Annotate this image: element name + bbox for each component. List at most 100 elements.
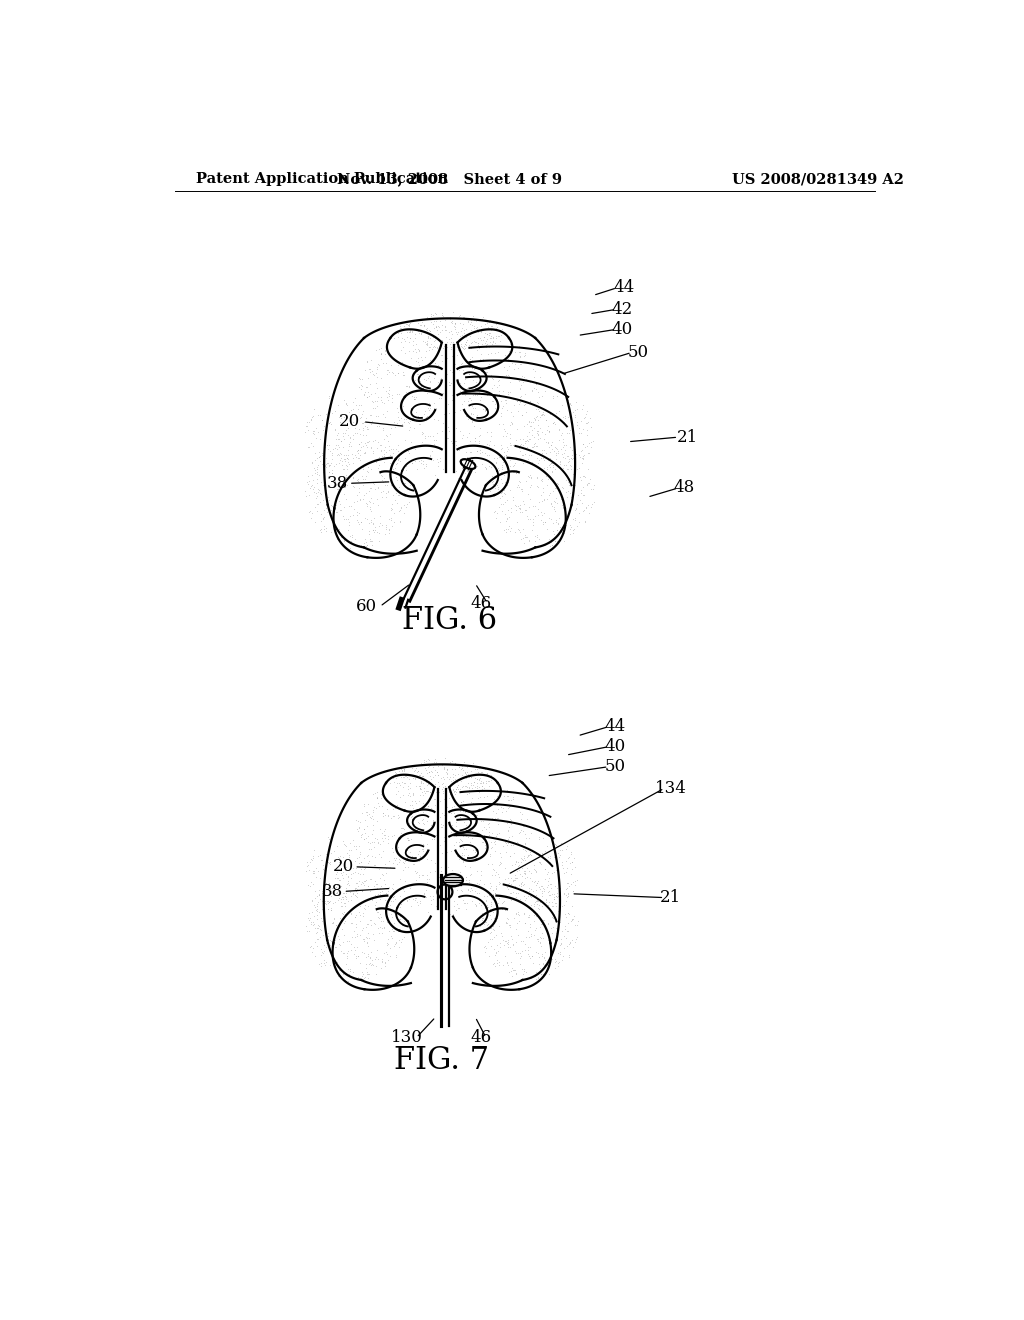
Point bbox=[545, 412, 561, 433]
Point bbox=[528, 405, 545, 426]
Point bbox=[434, 345, 451, 366]
Point bbox=[475, 306, 492, 327]
Point bbox=[417, 392, 433, 413]
Point bbox=[366, 442, 382, 463]
Point bbox=[574, 449, 591, 470]
Point bbox=[414, 771, 430, 792]
Point bbox=[544, 862, 560, 883]
Point bbox=[470, 787, 486, 808]
Point bbox=[457, 855, 473, 876]
Point bbox=[490, 396, 507, 417]
Point bbox=[420, 397, 436, 418]
Point bbox=[514, 480, 530, 502]
Point bbox=[444, 301, 461, 322]
Point bbox=[539, 458, 555, 479]
Point bbox=[373, 465, 389, 486]
Point bbox=[534, 470, 550, 491]
Point bbox=[370, 391, 386, 412]
Point bbox=[411, 322, 427, 343]
Point bbox=[496, 450, 512, 471]
Point bbox=[498, 801, 514, 822]
Point bbox=[356, 433, 373, 454]
Point bbox=[501, 789, 517, 810]
Point bbox=[404, 358, 421, 379]
Point bbox=[483, 921, 500, 942]
Point bbox=[362, 458, 379, 479]
Point bbox=[360, 480, 377, 502]
Point bbox=[440, 873, 457, 894]
Point bbox=[380, 360, 396, 381]
Point bbox=[542, 851, 558, 873]
Point bbox=[496, 465, 512, 486]
Point bbox=[551, 520, 567, 541]
Point bbox=[461, 871, 477, 892]
Point bbox=[402, 842, 419, 863]
Point bbox=[416, 882, 432, 903]
Point bbox=[467, 759, 483, 780]
Point bbox=[343, 404, 359, 425]
Point bbox=[565, 508, 582, 529]
Point bbox=[447, 459, 464, 480]
Point bbox=[306, 496, 323, 517]
Point bbox=[583, 407, 599, 428]
Point bbox=[324, 828, 340, 849]
Point bbox=[344, 962, 360, 983]
Point bbox=[435, 756, 452, 777]
Point bbox=[536, 878, 552, 899]
Point bbox=[406, 850, 422, 871]
Point bbox=[490, 892, 507, 913]
Point bbox=[566, 445, 583, 466]
Point bbox=[463, 863, 479, 884]
Point bbox=[299, 416, 315, 437]
Point bbox=[340, 970, 356, 991]
Point bbox=[539, 876, 555, 898]
Point bbox=[482, 900, 499, 921]
Point bbox=[306, 399, 323, 420]
Point bbox=[388, 483, 404, 504]
Point bbox=[507, 940, 523, 961]
Point bbox=[408, 793, 424, 814]
Point bbox=[340, 520, 356, 541]
Point bbox=[461, 776, 477, 797]
Point bbox=[426, 776, 442, 797]
Point bbox=[381, 436, 397, 457]
Point bbox=[452, 355, 468, 376]
Point bbox=[473, 436, 489, 457]
Point bbox=[358, 933, 375, 954]
Point bbox=[435, 759, 452, 780]
Point bbox=[316, 454, 333, 475]
Point bbox=[501, 873, 517, 894]
Point bbox=[340, 866, 356, 887]
Point bbox=[372, 512, 388, 533]
Point bbox=[401, 812, 418, 833]
Point bbox=[376, 942, 392, 964]
Point bbox=[470, 335, 486, 356]
Point bbox=[560, 422, 577, 444]
Point bbox=[386, 886, 402, 907]
Point bbox=[518, 962, 535, 983]
Point bbox=[306, 861, 323, 882]
Point bbox=[380, 880, 396, 902]
Point bbox=[531, 946, 548, 968]
Point bbox=[517, 833, 534, 854]
Point bbox=[503, 890, 519, 911]
Point bbox=[536, 447, 552, 469]
Point bbox=[395, 853, 412, 874]
Point bbox=[401, 313, 418, 334]
Point bbox=[415, 792, 431, 813]
Point bbox=[435, 780, 452, 801]
Point bbox=[308, 487, 325, 508]
Point bbox=[510, 882, 526, 903]
Point bbox=[464, 314, 480, 335]
Point bbox=[416, 766, 432, 787]
Point bbox=[520, 936, 537, 957]
Point bbox=[469, 861, 485, 882]
Point bbox=[389, 401, 406, 422]
Point bbox=[547, 492, 563, 513]
Point bbox=[341, 931, 357, 952]
Point bbox=[367, 783, 383, 804]
Point bbox=[427, 861, 443, 882]
Point bbox=[435, 772, 452, 793]
Text: 44: 44 bbox=[604, 718, 626, 735]
Point bbox=[502, 915, 518, 936]
